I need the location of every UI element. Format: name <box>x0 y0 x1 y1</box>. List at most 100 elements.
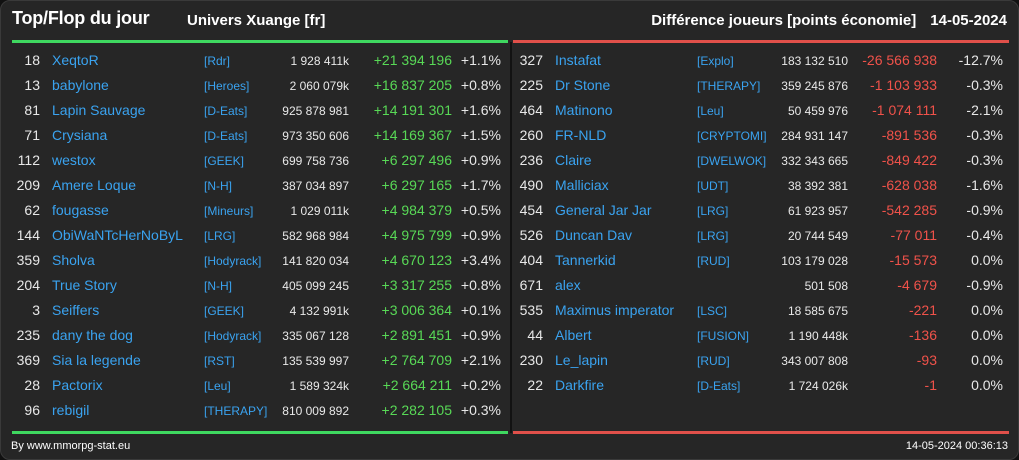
points-difference: -77 011 <box>890 227 937 243</box>
points-difference: -4 679 <box>897 277 937 293</box>
alliance-tag-link[interactable]: [D-Eats] <box>697 379 741 393</box>
alliance-tag-link[interactable]: [Explo] <box>697 54 734 68</box>
player-rank: 526 <box>519 227 543 243</box>
player-points: 4 132 991k <box>289 304 349 318</box>
alliance-tag-link[interactable]: [Hodyrack] <box>204 329 262 343</box>
percent-change: 0.0% <box>971 252 1003 268</box>
player-rank: 359 <box>16 252 40 268</box>
percent-change: 0.0% <box>971 352 1003 368</box>
percent-change: -0.3% <box>966 77 1003 93</box>
percent-change: 0.0% <box>971 377 1003 393</box>
player-name-link[interactable]: fougasse <box>52 202 109 218</box>
player-name-link[interactable]: dany the dog <box>52 327 133 343</box>
player-name-link[interactable]: alex <box>555 277 581 293</box>
player-rank: 490 <box>519 177 543 193</box>
player-name-link[interactable]: Instafat <box>555 52 601 68</box>
points-difference: +6 297 496 <box>381 152 452 168</box>
player-points: 1 928 411k <box>290 54 350 68</box>
player-name-link[interactable]: rebigil <box>52 402 90 418</box>
top-row: 13 babylone [Heroes] 2 060 079k +16 837 205 +… <box>1 73 510 98</box>
player-name-link[interactable]: Sia la legende <box>52 352 141 368</box>
player-rank: 22 <box>527 377 543 393</box>
percent-change: -0.4% <box>966 227 1003 243</box>
alliance-tag-link[interactable]: [Mineurs] <box>204 204 254 218</box>
flop-list: 327 Instafat [Explo] 183 132 510 -26 566 938… <box>512 48 1018 398</box>
points-difference: -891 536 <box>881 127 937 143</box>
player-name-link[interactable]: Claire <box>555 152 592 168</box>
alliance-tag-link[interactable]: [Leu] <box>204 379 231 393</box>
alliance-tag-link[interactable]: [D-Eats] <box>204 129 248 143</box>
alliance-tag-link[interactable]: [THERAPY] <box>204 404 268 418</box>
alliance-tag-link[interactable]: [LRG] <box>204 229 236 243</box>
player-name-link[interactable]: Lapin Sauvage <box>52 102 146 118</box>
player-name-link[interactable]: Pactorix <box>52 377 103 393</box>
alliance-tag-link[interactable]: [FUSION] <box>697 329 750 343</box>
points-difference: +14 169 367 <box>373 127 452 143</box>
points-difference: -849 422 <box>881 152 937 168</box>
percent-change: +1.7% <box>460 177 501 193</box>
percent-change: +0.8% <box>460 277 501 293</box>
alliance-tag-link[interactable]: [D-Eats] <box>204 104 248 118</box>
player-name-link[interactable]: XeqtoR <box>52 52 99 68</box>
universe-subtitle: Univers Xuange [fr] <box>187 12 326 29</box>
player-name-link[interactable]: Matinono <box>555 102 613 118</box>
flop-row: 671 alex 501 508 -4 679 -0.9% <box>512 273 1018 298</box>
player-name-link[interactable]: Dr Stone <box>555 77 611 93</box>
alliance-tag-link[interactable]: [DWELWOK] <box>697 154 767 168</box>
top-row: 369 Sia la legende [RST] 135 539 997 +2 764 … <box>1 348 510 373</box>
player-rank: 81 <box>24 102 40 118</box>
alliance-tag-link[interactable]: [N-H] <box>204 179 232 193</box>
alliance-tag-link[interactable]: [THERAPY] <box>697 79 761 93</box>
alliance-tag-link[interactable]: [LSC] <box>697 304 728 318</box>
player-name-link[interactable]: Crysiana <box>52 127 108 143</box>
player-name-link[interactable]: General Jar Jar <box>555 202 652 218</box>
alliance-tag-link[interactable]: [GEEK] <box>204 154 245 168</box>
top-row: 209 Amere Loque [N-H] 387 034 897 +6 297 165… <box>1 173 510 198</box>
alliance-tag-link[interactable]: [Rdr] <box>204 54 231 68</box>
alliance-tag-link[interactable]: [UDT] <box>697 179 729 193</box>
alliance-tag-link[interactable]: [Hodyrack] <box>204 254 262 268</box>
player-rank: 13 <box>24 77 40 93</box>
alliance-tag-link[interactable]: [LRG] <box>697 229 729 243</box>
alliance-tag-link[interactable]: [N-H] <box>204 279 232 293</box>
player-name-link[interactable]: babylone <box>52 77 109 93</box>
alliance-tag-link[interactable]: [RUD] <box>697 354 730 368</box>
alliance-tag-link[interactable]: [CRYPTOMI] <box>697 129 767 143</box>
player-points: 343 007 808 <box>781 354 848 368</box>
player-name-link[interactable]: Maximus imperator <box>555 302 675 318</box>
alliance-tag-link[interactable]: [Leu] <box>697 104 724 118</box>
points-difference: -136 <box>908 327 937 343</box>
alliance-tag-link[interactable]: [Heroes] <box>204 79 250 93</box>
player-rank: 671 <box>519 277 543 293</box>
percent-change: -12.7% <box>958 52 1003 68</box>
player-name-link[interactable]: Malliciax <box>555 177 609 193</box>
player-name-link[interactable]: Albert <box>555 327 592 343</box>
percent-change: +0.9% <box>460 227 501 243</box>
percent-change: +1.1% <box>460 52 501 68</box>
player-rank: 62 <box>24 202 40 218</box>
flop-row: 225 Dr Stone [THERAPY] 359 245 876 -1 103 93… <box>512 73 1018 98</box>
player-points: 387 034 897 <box>282 179 349 193</box>
alliance-tag-link[interactable]: [RUD] <box>697 254 730 268</box>
top-row: 71 Crysiana [D-Eats] 973 350 606 +14 169 367… <box>1 123 510 148</box>
alliance-tag-link[interactable]: [GEEK] <box>204 304 245 318</box>
player-name-link[interactable]: Amere Loque <box>52 177 137 193</box>
player-name-link[interactable]: ObiWaNTcHerNoByL <box>52 227 183 243</box>
player-name-link[interactable]: Le_lapin <box>555 352 608 368</box>
player-points: 699 758 736 <box>282 154 349 168</box>
player-name-link[interactable]: Duncan Dav <box>555 227 633 243</box>
player-name-link[interactable]: westox <box>52 152 96 168</box>
top-accent-line <box>12 40 508 43</box>
points-difference: -93 <box>916 352 937 368</box>
player-name-link[interactable]: FR-NLD <box>555 127 607 143</box>
player-name-link[interactable]: True Story <box>52 277 117 293</box>
alliance-tag-link[interactable]: [LRG] <box>697 204 729 218</box>
points-difference: -542 285 <box>881 202 937 218</box>
alliance-tag-link[interactable]: [RST] <box>204 354 235 368</box>
player-name-link[interactable]: Darkfire <box>555 377 605 393</box>
points-difference: +6 297 165 <box>381 177 452 193</box>
player-name-link[interactable]: Tannerkid <box>555 252 616 268</box>
player-name-link[interactable]: Seiffers <box>52 302 100 318</box>
player-name-link[interactable]: Sholva <box>52 252 95 268</box>
top-row: 144 ObiWaNTcHerNoByL [LRG] 582 968 984 +4 97… <box>1 223 510 248</box>
